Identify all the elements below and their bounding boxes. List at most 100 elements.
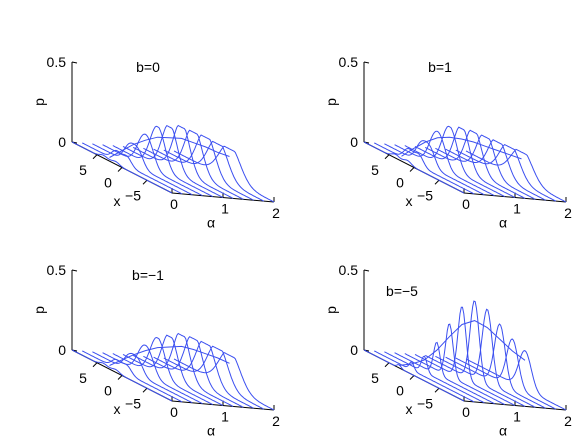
alpha-tick-label: 0 (170, 196, 178, 212)
alpha-axis-label: α (499, 423, 507, 439)
density-curve-alpha-0.6 (102, 344, 203, 405)
density-curve-alpha-1.4 (435, 308, 536, 408)
density-curve-alpha-1.4 (435, 134, 536, 200)
z-tick-label: 0 (350, 134, 358, 150)
z-axis-label: p (31, 98, 47, 106)
envelope-curve (398, 320, 526, 366)
density-curve-alpha-0 (71, 349, 173, 402)
density-curve-alpha-1.4 (143, 129, 244, 200)
x-tick-mark (142, 179, 148, 185)
subplot-title: b=1 (428, 59, 452, 75)
density-curve-alpha-2 (465, 350, 567, 411)
x-tick-mark (409, 167, 415, 172)
alpha-axis-label: α (207, 423, 215, 439)
x-tick-label: −5 (125, 395, 141, 411)
z-tick-mark (71, 61, 78, 64)
envelope-curve (401, 136, 522, 160)
x-tick-mark (142, 387, 148, 393)
density-curve-alpha-1.8 (455, 143, 557, 202)
density-curve-alpha-0.2 (373, 350, 475, 403)
x-tick-label: 5 (371, 370, 379, 386)
density-curve-alpha-0.6 (102, 133, 203, 197)
density-curve-alpha-0.2 (81, 142, 183, 195)
alpha-tick-label: 2 (272, 205, 280, 221)
subplot-title: b=−1 (132, 267, 164, 283)
density-curve-alpha-2 (173, 351, 275, 411)
z-tick-label: 0.5 (339, 54, 359, 70)
x-tick-label: −5 (417, 187, 433, 203)
x-tick-mark (434, 387, 440, 393)
x-tick-mark (92, 154, 98, 160)
z-tick-label: 0 (58, 134, 66, 150)
x-tick-mark (409, 375, 415, 380)
density-curve-alpha-0.2 (81, 350, 183, 403)
density-curve-alpha-1.6 (153, 134, 254, 201)
alpha-tick-label: 1 (221, 409, 229, 425)
density-curve-alpha-1.2 (132, 124, 234, 199)
subplot-title: b=0 (136, 59, 160, 75)
density-curve-alpha-2 (173, 145, 275, 203)
alpha-axis-label: α (499, 215, 507, 231)
density-curve-alpha-1.4 (143, 336, 244, 408)
x-tick-label: 0 (396, 383, 404, 399)
x-axis-label: x (114, 193, 121, 209)
density-curve-alpha-1.8 (163, 345, 265, 410)
x-axis-label: x (406, 401, 413, 417)
density-curve-alpha-1.8 (455, 338, 557, 410)
alpha-tick-label: 2 (564, 205, 572, 221)
z-tick-label: 0 (58, 342, 66, 358)
envelope-curve (109, 136, 230, 158)
density-curve-alpha-0.8 (112, 336, 214, 406)
density-curve-alpha-0.4 (384, 351, 485, 404)
x-tick-mark (117, 167, 123, 172)
density-curve-alpha-2 (465, 148, 567, 203)
x-tick-mark (117, 375, 123, 380)
density-curve-alpha-0.6 (394, 130, 495, 197)
alpha-tick-label: 1 (513, 201, 521, 217)
x-tick-label: −5 (125, 187, 141, 203)
density-curve-alpha-1 (414, 306, 516, 406)
x-tick-label: −5 (417, 395, 433, 411)
density-curve-alpha-0.4 (92, 351, 193, 404)
density-curve-alpha-1.8 (163, 140, 265, 202)
z-tick-label: 0.5 (339, 262, 359, 278)
x-tick-mark (434, 179, 440, 185)
density-curve-alpha-0 (363, 141, 465, 194)
alpha-tick-label: 1 (221, 201, 229, 217)
x-tick-label: 0 (104, 175, 112, 191)
z-tick-mark (71, 269, 78, 272)
density-curve-alpha-1 (122, 124, 224, 198)
z-axis-label: p (323, 306, 339, 314)
x-tick-mark (384, 362, 390, 368)
x-tick-mark (384, 154, 390, 160)
z-axis-label: p (31, 306, 47, 314)
density-curve-alpha-0.8 (112, 125, 214, 198)
density-curve-alpha-0 (71, 141, 173, 194)
z-tick-label: 0 (350, 342, 358, 358)
z-tick-mark (363, 61, 370, 64)
x-tick-label: 0 (104, 383, 112, 399)
alpha-tick-label: 2 (564, 413, 572, 429)
z-tick-label: 0.5 (47, 262, 67, 278)
density-curve-alpha-1 (414, 126, 516, 198)
alpha-axis-label: α (207, 215, 215, 231)
x-tick-label: 0 (396, 175, 404, 191)
density-curve-alpha-1 (122, 334, 224, 406)
density-curve-alpha-1.6 (153, 340, 254, 409)
x-axis-label: x (114, 401, 121, 417)
alpha-tick-label: 2 (272, 413, 280, 429)
x-axis-label: x (406, 193, 413, 209)
envelope-curve (109, 345, 230, 366)
density-curve-alpha-1.6 (445, 139, 546, 201)
density-curve-alpha-0.4 (92, 142, 193, 196)
density-curve-alpha-0.6 (394, 341, 495, 405)
x-tick-mark (92, 362, 98, 368)
density-curve-alpha-1.2 (132, 332, 234, 407)
alpha-tick-label: 0 (170, 404, 178, 420)
alpha-tick-label: 0 (462, 196, 470, 212)
density-curve-alpha-0.2 (373, 142, 475, 195)
